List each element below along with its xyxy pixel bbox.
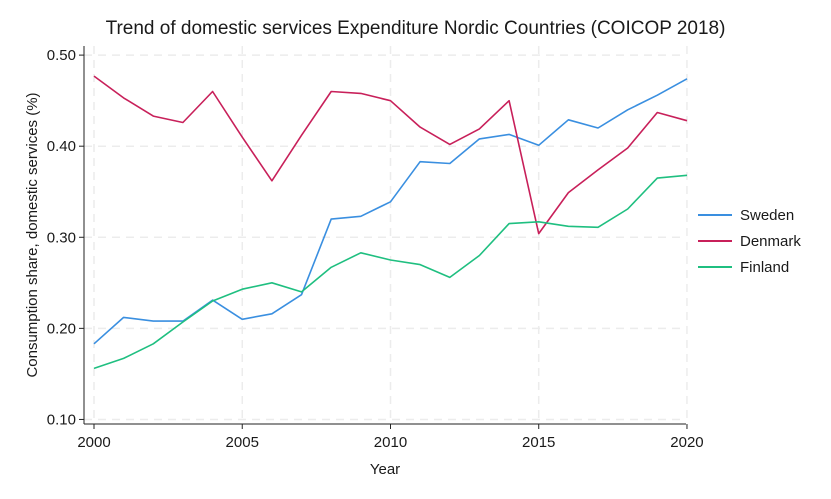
legend: Sweden Denmark Finland: [698, 202, 801, 280]
y-tick-label: 0.50: [47, 47, 76, 64]
y-tick-label: 0.40: [47, 138, 76, 155]
plot-area: [84, 46, 686, 424]
y-tick-label: 0.30: [47, 229, 76, 246]
legend-swatch: [698, 240, 732, 242]
y-axis-title: Consumption share, domestic services (%): [24, 92, 41, 377]
legend-label: Finland: [740, 258, 790, 276]
legend-item-denmark: Denmark: [698, 228, 801, 254]
legend-swatch: [698, 266, 732, 268]
x-tick-label: 2010: [374, 434, 407, 451]
legend-label: Denmark: [740, 232, 801, 250]
legend-item-sweden: Sweden: [698, 202, 801, 228]
x-axis-title: Year: [370, 461, 400, 478]
y-tick-label: 0.20: [47, 320, 76, 337]
x-tick-label: 2000: [77, 434, 110, 451]
series-line-finland: [93, 174, 688, 370]
series-line-denmark: [93, 75, 688, 235]
chart-title: Trend of domestic services Expenditure N…: [105, 18, 726, 39]
legend-swatch: [698, 214, 732, 216]
x-tick-label: 2015: [522, 434, 555, 451]
legend-label: Sweden: [740, 206, 795, 224]
legend-item-finland: Finland: [698, 254, 801, 280]
y-tick-label: 0.10: [47, 411, 76, 428]
x-tick-label: 2005: [226, 434, 259, 451]
x-tick-label: 2020: [670, 434, 703, 451]
